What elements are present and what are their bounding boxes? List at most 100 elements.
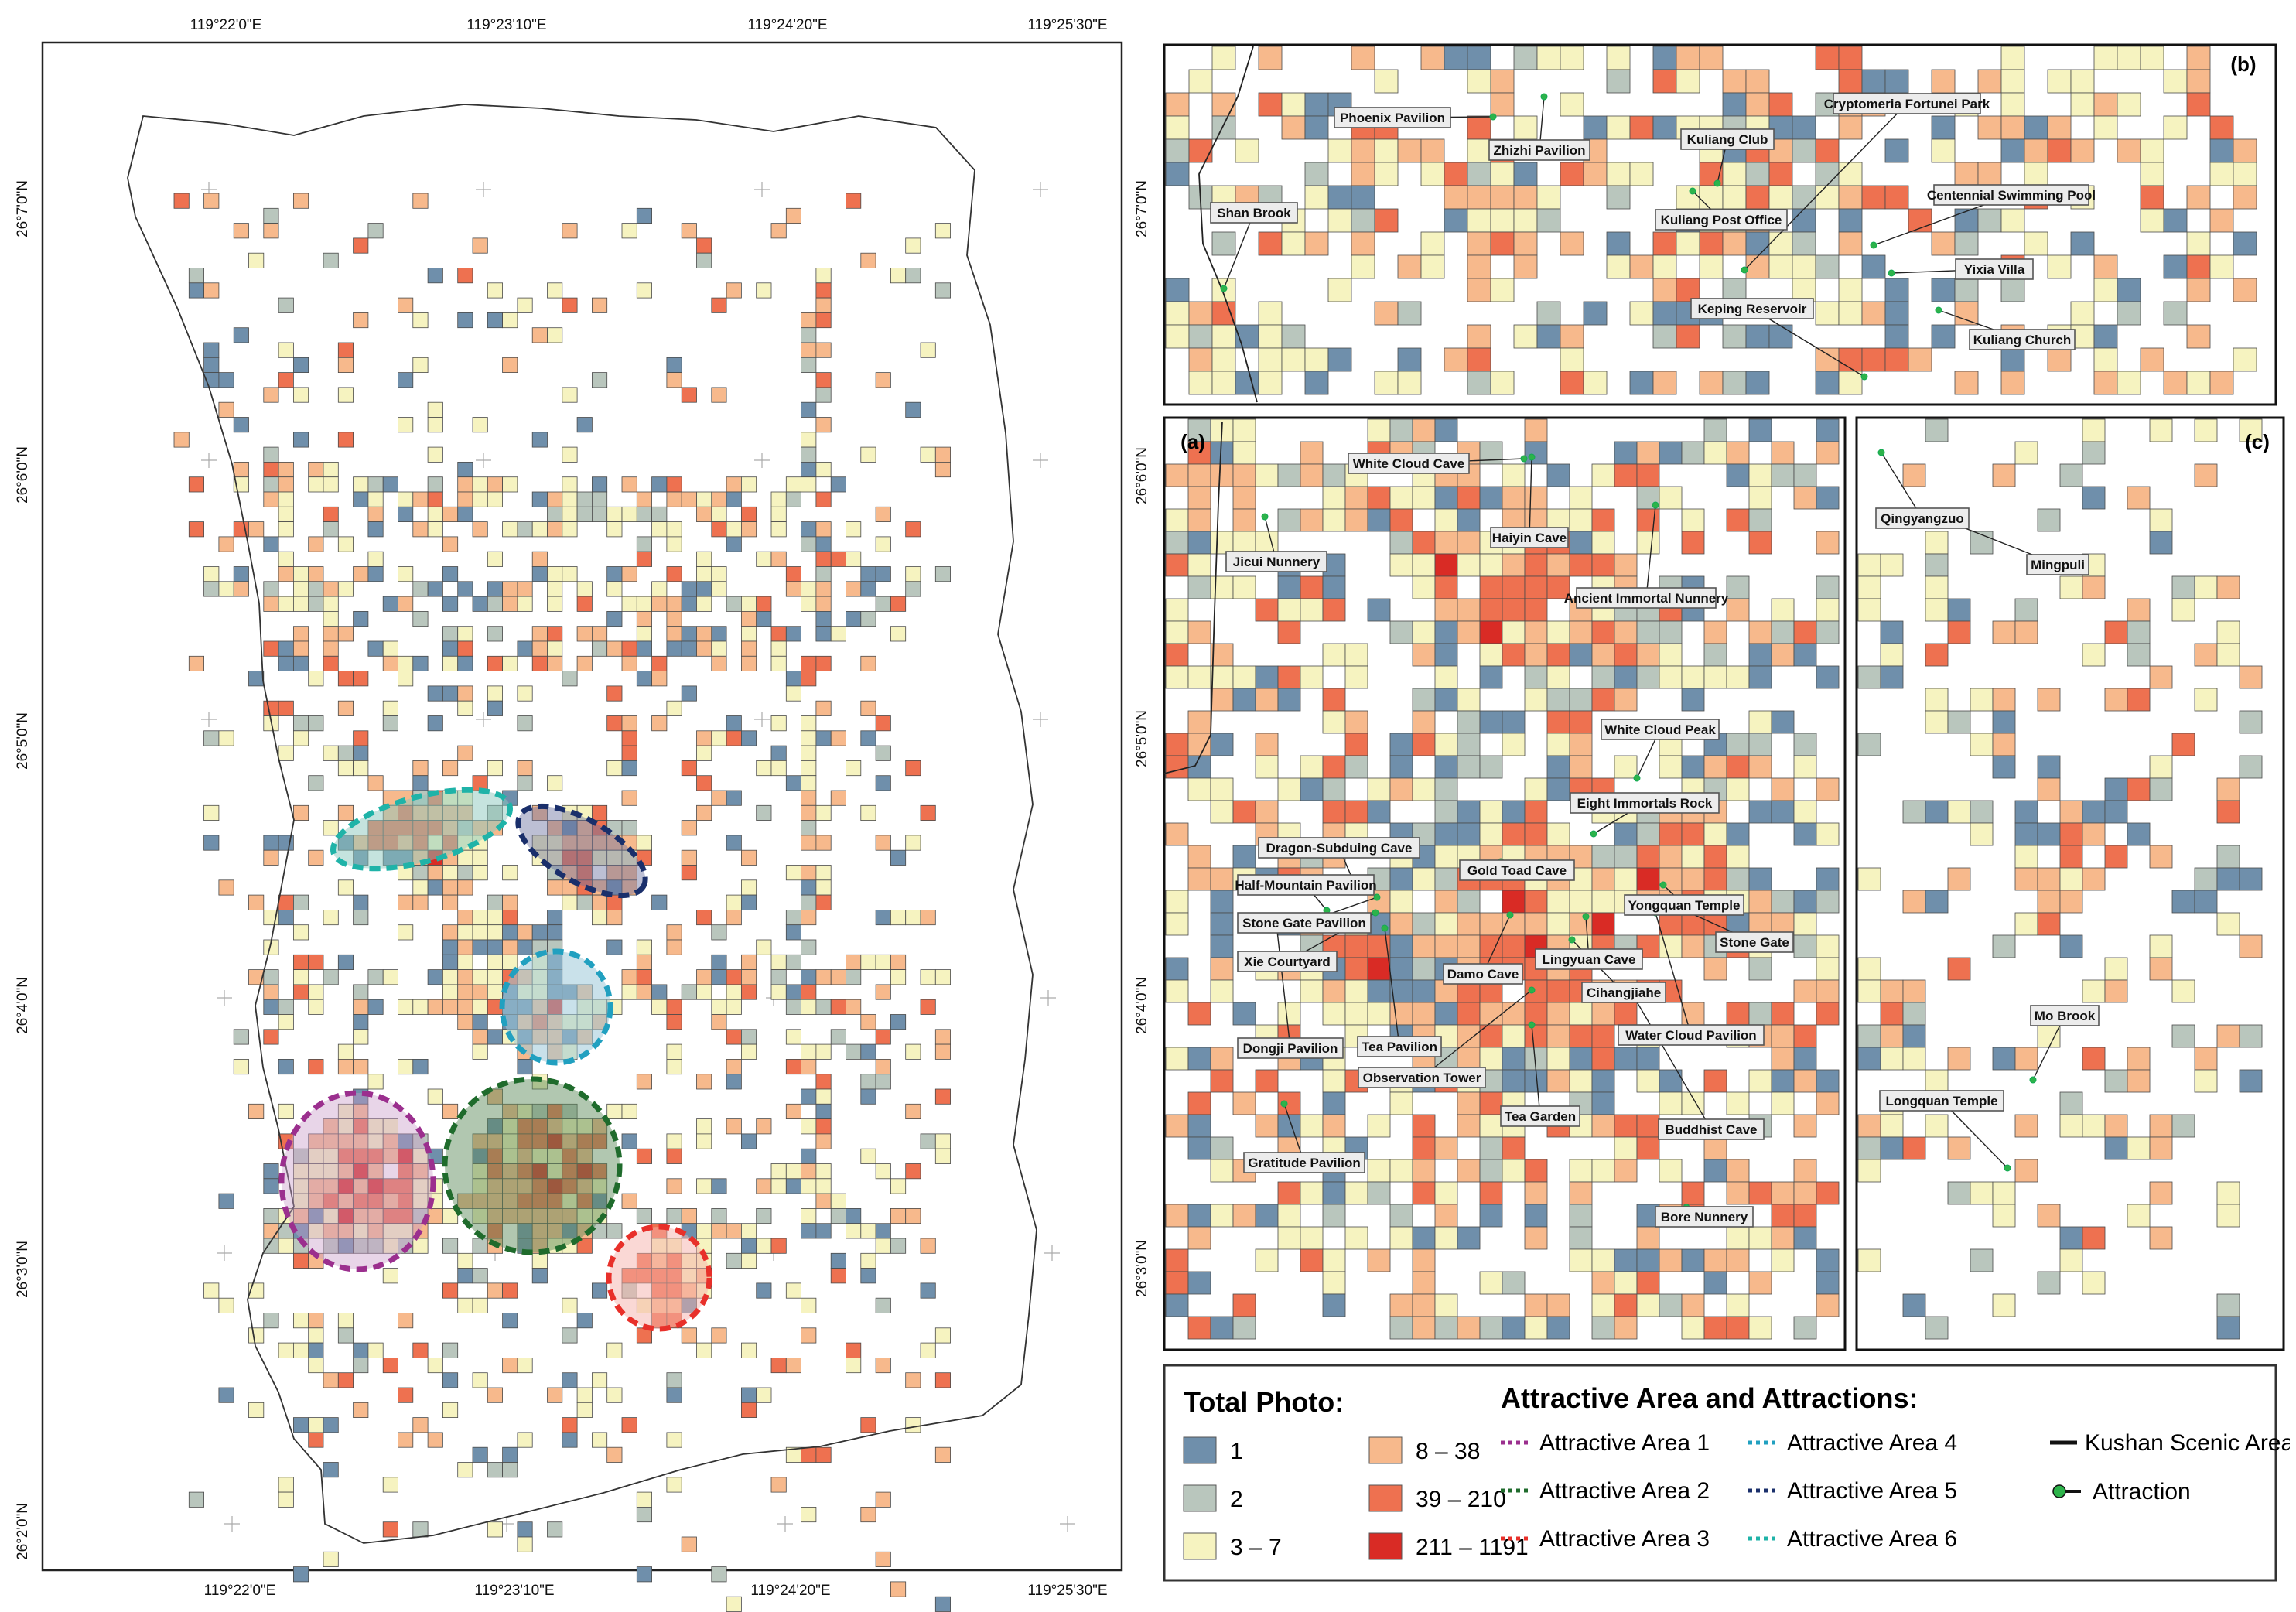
grid-cell [711, 1327, 727, 1344]
grid-cell [1434, 934, 1458, 958]
grid-cell [1726, 598, 1750, 622]
grid-cell [1434, 1293, 1458, 1317]
grid-cell [353, 237, 369, 254]
grid-cell [1165, 278, 1190, 302]
grid-cell [711, 790, 727, 806]
grid-cell [726, 1074, 742, 1090]
grid-cell [1389, 531, 1413, 555]
grid-cell [1681, 531, 1705, 555]
grid-cell [651, 476, 668, 493]
grid-cell [1861, 69, 1886, 94]
grid-cell [756, 596, 772, 612]
attractive-area-4 [499, 948, 613, 1066]
grid-cell [860, 1268, 876, 1284]
grid-cell [2024, 231, 2048, 256]
grid-cell [398, 1432, 414, 1448]
grid-cell [1351, 185, 1375, 210]
attraction-label-text: Yixia Villa [1964, 262, 2025, 277]
grid-cell [1857, 1047, 1881, 1071]
grid-cell [457, 626, 473, 642]
grid-cell [1187, 575, 1211, 599]
grid-cell [1322, 1069, 1346, 1093]
grid-cell [651, 984, 668, 1000]
attraction-label-text: Buddhist Cave [1665, 1122, 1757, 1137]
grid-cell [1412, 553, 1436, 577]
grid-cell [517, 924, 533, 941]
grid-cell [1748, 531, 1772, 555]
grid-cell [337, 342, 354, 358]
grid-cell [1434, 1204, 1458, 1228]
grid-cell [263, 1029, 279, 1045]
grid-cell [666, 1178, 682, 1194]
grid-cell [442, 626, 459, 642]
grid-cell [502, 521, 518, 538]
grid-cell [606, 640, 623, 657]
grid-cell [1232, 1204, 1256, 1228]
grid-cell [1857, 733, 1881, 756]
grid-cell [531, 432, 548, 448]
grid-cell [1457, 934, 1481, 958]
grid-cell [636, 1507, 652, 1523]
grid-cell [1412, 1293, 1436, 1317]
grid-cell [920, 969, 936, 985]
grid-cell [1659, 822, 1683, 846]
grid-cell [711, 581, 727, 597]
grid-cell [517, 1521, 533, 1538]
grid-cell [2104, 620, 2128, 644]
grid-cell [666, 536, 682, 552]
grid-cell [1502, 1271, 1526, 1295]
grid-cell [1187, 1136, 1211, 1160]
grid-cell [636, 207, 652, 224]
grid-cell [1703, 620, 1727, 644]
grid-cell [2104, 1136, 2128, 1160]
grid-cell [1255, 1248, 1279, 1272]
grid-cell [592, 626, 608, 642]
grid-cell [1457, 1024, 1481, 1048]
grid-cell [1188, 138, 1213, 163]
graticule-cross [476, 182, 491, 197]
grid-cell [1768, 324, 1793, 349]
grid-cell [1748, 1271, 1772, 1295]
grid-cell [367, 969, 384, 985]
grid-cell [1748, 867, 1772, 891]
grid-cell [1816, 531, 1840, 555]
grid-cell [1636, 1047, 1660, 1071]
grid-cell [606, 715, 623, 732]
grid-cell [1546, 1293, 1570, 1317]
grid-cell [696, 506, 712, 522]
grid-cell [1745, 254, 1770, 279]
grid-cell [1569, 1047, 1593, 1071]
grid-cell [846, 193, 862, 209]
grid-cell [398, 566, 414, 582]
grid-cell [1490, 208, 1515, 233]
grid-cell [860, 252, 876, 268]
grid-cell [1327, 278, 1352, 302]
grid-cell [457, 491, 473, 507]
grid-cell [621, 655, 637, 671]
grid-cell [1992, 733, 2016, 756]
grid-cell [1502, 553, 1526, 577]
grid-cell [741, 626, 757, 642]
grid-cell [1165, 957, 1189, 981]
grid-cell [2014, 1114, 2038, 1138]
grid-cell [815, 655, 832, 671]
grid-cell [696, 969, 712, 985]
grid-cell [815, 297, 832, 313]
grid-cell [2082, 979, 2106, 1003]
grid-cell [248, 1327, 265, 1344]
grid-cell [562, 1327, 578, 1344]
grid-cell [1676, 231, 1700, 256]
attraction-label: Dongji Pavilion [1237, 1037, 1344, 1059]
grid-cell [353, 910, 369, 926]
grid-cell [1546, 1024, 1570, 1048]
grid-cell [1281, 231, 1306, 256]
inset-b-boundary [1198, 46, 1258, 403]
grid-cell [2216, 1181, 2240, 1205]
grid-cell [1389, 912, 1413, 936]
grid-cell [1490, 92, 1515, 117]
grid-cell [547, 327, 563, 343]
grid-cell [1479, 1271, 1503, 1295]
grid-cell [292, 1313, 309, 1329]
grid-cell [1165, 979, 1189, 1003]
grid-cell [1857, 553, 1881, 577]
